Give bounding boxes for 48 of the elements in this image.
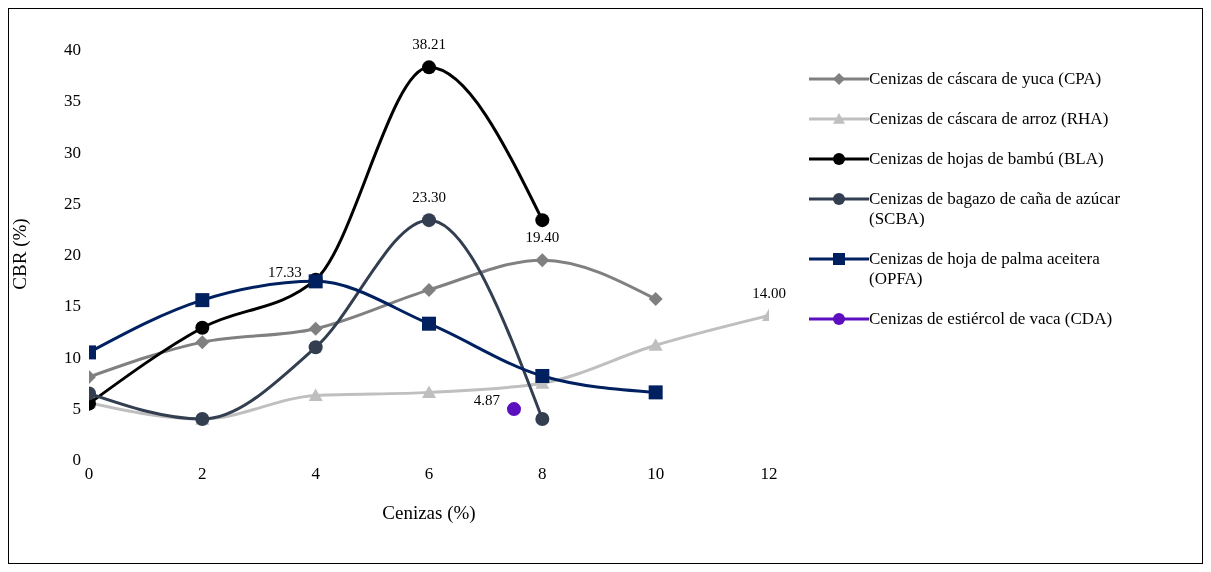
point (308, 321, 323, 336)
y-tick-label: 0 (72, 450, 81, 470)
point (195, 293, 210, 308)
x-tick-label: 10 (647, 464, 665, 484)
point (648, 338, 663, 351)
x-axis-title: Cenizas (%) (382, 502, 476, 524)
data-label: 38.21 (412, 36, 446, 53)
point (648, 292, 663, 307)
data-label: 14.00 (752, 284, 786, 301)
point (535, 368, 550, 383)
point (195, 320, 210, 335)
point (422, 213, 436, 228)
point (507, 402, 521, 417)
point (308, 340, 323, 355)
legend-label: Cenizas de cáscara de yuca (CPA) (869, 69, 1103, 89)
point (535, 253, 550, 268)
point (535, 213, 550, 228)
point (422, 385, 436, 398)
point (422, 60, 436, 75)
point (195, 335, 210, 350)
data-label: 19.40 (525, 229, 560, 246)
legend-label: Cenizas de hoja de palma aceitera (OPFA) (869, 249, 1101, 289)
y-tick-label: 20 (64, 245, 81, 265)
legend-label: Cenizas de hojas de bambú (BLA) (869, 149, 1105, 169)
y-axis-title: CBR (%) (8, 218, 31, 290)
point (308, 388, 323, 402)
data-label: 23.30 (412, 189, 446, 206)
x-tick-label: 6 (424, 464, 434, 484)
point (422, 282, 436, 297)
point (648, 385, 663, 400)
y-tick-label: 40 (64, 40, 81, 60)
x-tick-label: 8 (538, 464, 547, 484)
data-label: 17.33 (267, 264, 302, 281)
data-label: 4.87 (473, 392, 501, 409)
x-tick-label: 2 (198, 464, 207, 484)
y-tick-label: 35 (64, 91, 81, 111)
legend-label: Cenizas de cáscara de arroz (RHA) (869, 109, 1110, 129)
x-tick-label: 12 (760, 464, 778, 484)
y-tick-label: 15 (64, 296, 81, 316)
point (422, 316, 436, 331)
x-tick-label: 4 (311, 464, 321, 484)
legend-label: Cenizas de bagazo de caña de azúcar (SCBA) (869, 189, 1122, 229)
y-tick-label: 25 (64, 193, 81, 213)
y-tick-label: 10 (64, 347, 81, 367)
legend-label: Cenizas de estiércol de vaca (CDA) (869, 309, 1114, 329)
point (535, 412, 550, 427)
y-tick-label: 5 (72, 398, 81, 418)
y-tick-label: 30 (64, 142, 81, 162)
